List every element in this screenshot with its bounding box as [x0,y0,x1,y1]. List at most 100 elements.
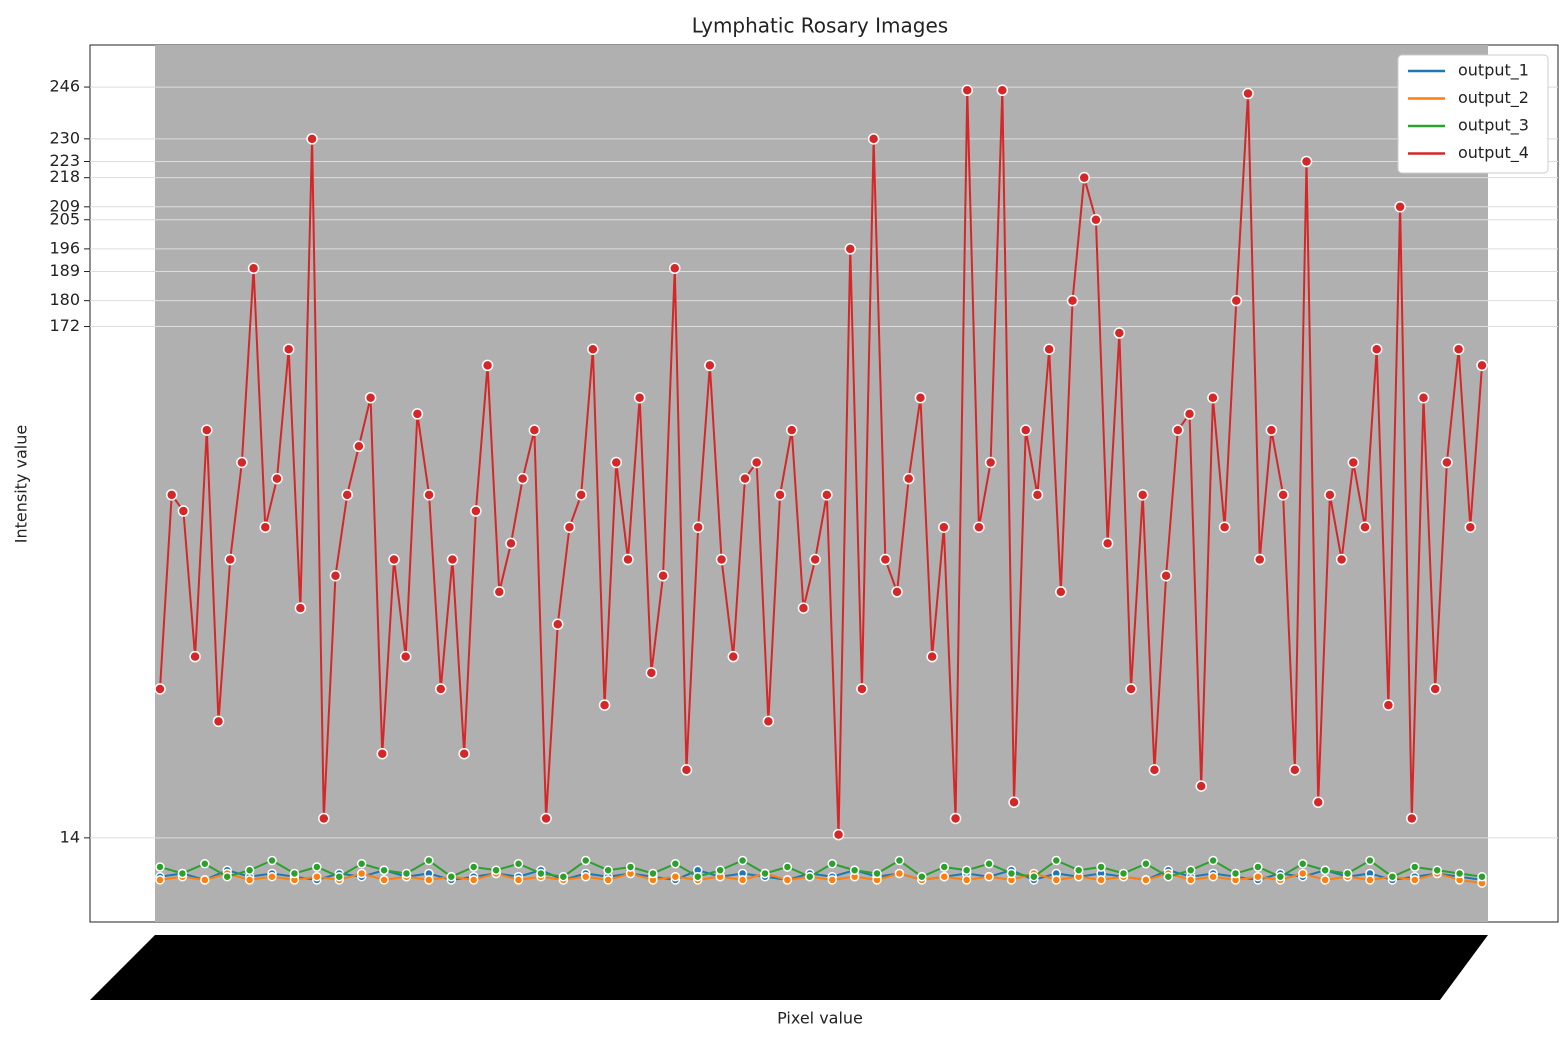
data-point [1019,424,1032,436]
data-point [1172,424,1184,436]
data-point [1342,868,1353,879]
data-point [247,262,260,275]
data-point [1185,865,1196,875]
data-point [1208,855,1218,866]
data-point [1006,868,1017,879]
data-point [424,875,434,885]
series-line [159,90,1483,835]
y-tick-label: 14 [60,827,80,846]
data-point [1289,764,1301,776]
data-point [563,521,576,533]
data-point [750,456,763,469]
data-point [1185,875,1196,885]
data-point [680,764,693,776]
data-point [259,521,272,533]
data-point [1441,456,1453,469]
data-point [505,537,517,550]
y-tick-label: 223 [49,151,80,170]
chart-title: Lymphatic Rosary Images [692,14,948,38]
data-point [1195,780,1207,792]
data-point [1043,343,1055,355]
data-point [762,715,775,728]
data-point [312,862,322,872]
data-point [1300,155,1313,168]
data-point [516,472,529,485]
data-point [1324,489,1336,501]
data-point [1242,87,1254,100]
data-point [1265,424,1278,436]
data-point [715,865,725,875]
data-point [244,875,255,885]
data-point [1163,871,1174,882]
data-point [760,868,770,879]
data-point [782,875,793,885]
legend-label: output_1 [1458,61,1529,81]
data-point [598,699,611,711]
data-point [1148,764,1161,776]
data-point [1253,553,1266,566]
data-point [212,715,225,728]
data-point [844,243,856,255]
y-tick-label: 205 [49,209,80,228]
data-point [356,868,367,879]
data-point [306,133,318,145]
y-axis-label: Intensity value [12,425,31,543]
data-point [949,812,962,825]
data-point [1073,865,1084,875]
data-point [329,569,342,582]
data-point [282,343,295,355]
data-point [622,553,634,566]
data-point [1055,586,1067,598]
data-point [267,855,277,866]
data-point [1365,875,1375,885]
data-point [633,391,646,404]
data-point [610,456,623,469]
data-point [984,871,994,882]
data-point [356,858,367,869]
data-point [1382,699,1395,711]
data-point [737,855,748,866]
data-point [1066,294,1079,307]
data-point [177,868,188,879]
data-point [388,553,400,566]
data-point [1476,359,1488,372]
data-point [625,862,636,872]
y-tick-label: 196 [49,238,80,257]
data-point [1090,214,1102,226]
data-point [739,472,751,485]
data-point [236,456,248,469]
data-point [1141,875,1151,885]
data-point [1136,489,1149,501]
data-point [458,747,470,760]
data-point [1320,865,1330,875]
data-point [1141,858,1151,869]
data-point [267,871,277,882]
data-point [200,875,210,885]
data-point [155,875,165,885]
data-point [1101,537,1114,550]
data-point [1208,871,1218,882]
x-tick-labels-overlap [90,935,1488,1000]
data-point [341,489,353,501]
data-point [587,343,599,355]
data-point [1410,875,1420,885]
y-tick-label: 180 [49,290,80,309]
data-point [575,489,587,501]
data-point [1253,871,1263,882]
data-point [528,424,541,436]
data-point [1335,553,1348,566]
y-tick-label: 172 [49,316,80,335]
data-point [1008,796,1020,809]
data-point [894,868,905,879]
data-point [446,553,459,566]
data-point [737,875,748,885]
data-point [289,868,300,879]
y-tick-label: 209 [49,196,80,215]
data-point [177,505,190,517]
data-point [1096,862,1106,872]
data-point [401,868,412,879]
data-point [244,865,255,875]
data-point [1347,456,1360,469]
data-point [786,424,798,436]
data-point [832,828,845,841]
